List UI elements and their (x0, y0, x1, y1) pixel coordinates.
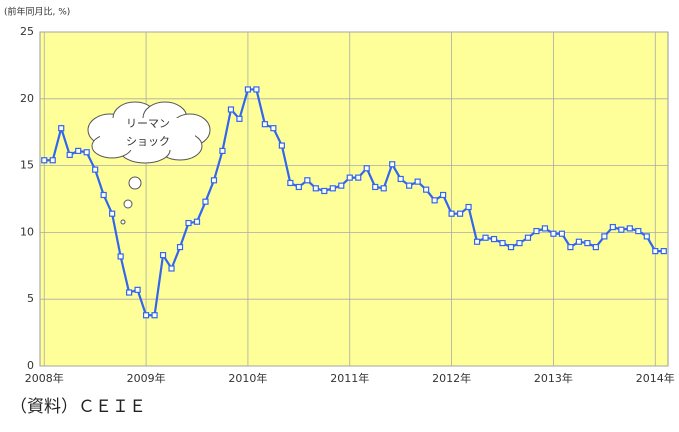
data-point (330, 186, 335, 191)
data-point (661, 249, 666, 254)
data-point (211, 178, 216, 183)
plot-area (40, 32, 668, 366)
data-point (84, 150, 89, 155)
chart: (前年同月比, %) リーマン ショック 0 5 10 15 20 25 2008年 2009… (0, 0, 679, 390)
annotation: ショック (126, 135, 170, 148)
data-point (220, 148, 225, 153)
data-point (593, 245, 598, 250)
x-tick-label: 2012年 (432, 371, 471, 385)
data-point (653, 249, 658, 254)
data-point (458, 211, 463, 216)
data-point (178, 245, 183, 250)
data-point (59, 126, 64, 131)
data-point (542, 226, 547, 231)
x-tick-label: 2010年 (228, 371, 267, 385)
data-point (602, 234, 607, 239)
data-point (610, 225, 615, 230)
data-point (262, 122, 267, 127)
data-point (568, 245, 573, 250)
data-point (203, 199, 208, 204)
data-point (551, 231, 556, 236)
data-point (517, 241, 522, 246)
data-point (449, 211, 454, 216)
y-tick-label: 25 (20, 25, 34, 38)
data-point (135, 287, 140, 292)
data-point (364, 166, 369, 171)
y-tick-label: 20 (20, 92, 34, 105)
data-point (356, 175, 361, 180)
data-point (296, 184, 301, 189)
data-point (407, 183, 412, 188)
data-point (500, 241, 505, 246)
x-tick-label: 2013年 (534, 371, 573, 385)
data-point (279, 143, 284, 148)
data-point (636, 229, 641, 234)
data-point (644, 234, 649, 239)
x-tick-label: 2011年 (330, 371, 369, 385)
x-tick-label: 2009年 (127, 371, 166, 385)
y-tick-label: 0 (27, 359, 34, 372)
data-point (245, 87, 250, 92)
data-point (424, 187, 429, 192)
data-point (559, 231, 564, 236)
data-point (186, 221, 191, 226)
data-point (152, 313, 157, 318)
annotation: リーマン (126, 117, 170, 130)
x-tick-label: 2008年 (25, 371, 64, 385)
data-point (415, 179, 420, 184)
data-point (483, 235, 488, 240)
data-point (339, 183, 344, 188)
data-point (161, 253, 166, 258)
data-point (288, 180, 293, 185)
data-point (93, 167, 98, 172)
y-tick-label: 10 (20, 225, 34, 238)
data-point (525, 235, 530, 240)
data-point (110, 211, 115, 216)
data-point (509, 245, 514, 250)
data-point (373, 184, 378, 189)
data-point (619, 227, 624, 232)
data-point (475, 239, 480, 244)
data-point (322, 188, 327, 193)
data-point (50, 158, 55, 163)
y-axis-label: (前年同月比, %) (4, 6, 70, 18)
data-point (627, 226, 632, 231)
data-point (492, 237, 497, 242)
data-point (305, 178, 310, 183)
data-point (127, 290, 132, 295)
data-point (398, 176, 403, 181)
data-point (144, 313, 149, 318)
data-point (67, 152, 72, 157)
source-note: （資料）ＣＥＩＥ (10, 392, 146, 417)
data-point (195, 219, 200, 224)
data-point (534, 229, 539, 234)
data-point (466, 205, 471, 210)
data-point (228, 107, 233, 112)
data-point (576, 239, 581, 244)
data-point (254, 87, 259, 92)
y-tick-label: 15 (20, 159, 34, 172)
data-point (585, 241, 590, 246)
data-point (76, 148, 81, 153)
data-point (271, 126, 276, 131)
data-point (347, 175, 352, 180)
page: {"chart_data": {"type": "line", "y_axis_… (0, 0, 679, 432)
data-point (42, 158, 47, 163)
x-tick-label: 2014年 (636, 371, 675, 385)
data-point (381, 186, 386, 191)
data-point (313, 186, 318, 191)
data-point (169, 266, 174, 271)
data-point (118, 254, 123, 259)
y-tick-label: 5 (27, 292, 34, 305)
data-point (390, 162, 395, 167)
data-point (441, 192, 446, 197)
data-point (101, 192, 106, 197)
data-point (432, 198, 437, 203)
data-point (237, 116, 242, 121)
